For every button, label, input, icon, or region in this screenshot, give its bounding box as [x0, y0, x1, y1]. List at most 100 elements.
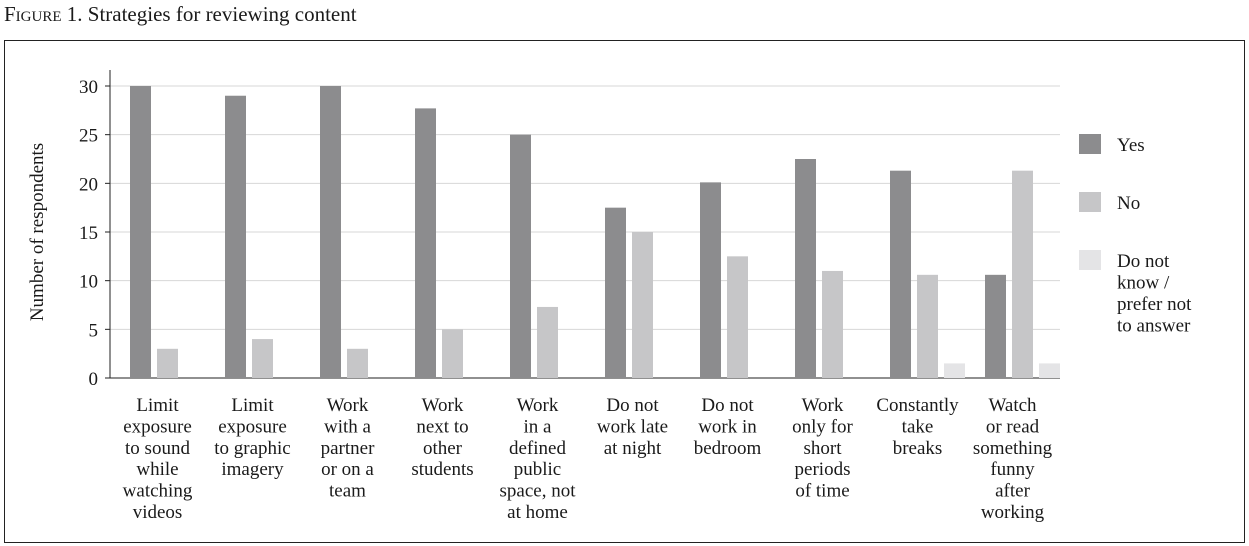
x-category-label-line: partner [321, 438, 375, 459]
legend-label-line: Do not [1117, 251, 1170, 272]
legend-label-line: No [1117, 193, 1140, 214]
x-category-label-line: to sound [125, 438, 190, 459]
x-category-label-line: or read [986, 416, 1040, 437]
bar-yes-7 [700, 182, 721, 378]
x-category-label-line: Limit [136, 395, 179, 416]
y-tick-label: 0 [89, 369, 99, 390]
legend-label: No [1117, 193, 1140, 214]
bar-no-5 [537, 306, 558, 378]
x-category-label: Limit exposure to sound while watching videos [123, 395, 193, 523]
y-tick-label: 30 [79, 77, 98, 98]
x-category-label-line: short [804, 438, 843, 459]
x-category-label-line: watching [123, 481, 193, 502]
legend-label-line: to answer [1117, 316, 1191, 337]
figure-caption: Figure 1. Strategies for reviewing conte… [4, 0, 357, 28]
x-category-label-line: team [329, 481, 366, 502]
bar-no-4 [442, 329, 463, 378]
x-category-label-line: Work [422, 395, 464, 416]
legend-label-line: prefer not [1117, 294, 1192, 315]
x-category-label-line: Do not [606, 395, 659, 416]
bar-no-7 [727, 256, 748, 378]
x-category-label-line: public [514, 459, 562, 480]
x-category-label-line: in a [524, 416, 553, 437]
y-tick-label: 5 [89, 320, 99, 341]
bar-yes-10 [985, 274, 1006, 378]
x-category-label: Work in a defined public space, not at home [500, 395, 577, 523]
bar-yes-5 [510, 134, 531, 378]
x-category-label-line: videos [133, 502, 183, 523]
x-category-label-line: next to [416, 416, 468, 437]
x-category-label-line: Limit [231, 395, 274, 416]
legend-swatch-2 [1079, 192, 1101, 212]
bar-do-10 [1039, 363, 1060, 378]
legend-label-line: Yes [1117, 135, 1145, 156]
legend-swatch-3 [1079, 250, 1101, 270]
x-category-label-line: Work [327, 395, 369, 416]
legend-label: Yes [1117, 135, 1145, 156]
x-category-label-line: defined [509, 438, 566, 459]
x-category-label-line: or on a [321, 459, 374, 480]
x-category-label-line: funny [990, 459, 1035, 480]
figure-number: Figure 1. [4, 2, 83, 26]
x-category-label-line: bedroom [694, 438, 762, 459]
x-category-label-line: to graphic [214, 438, 291, 459]
y-tick-label: 20 [79, 174, 98, 195]
x-category-label-line: of time [795, 481, 849, 502]
x-category-label-line: only for [792, 416, 853, 437]
x-category-label: Limit exposure to graphic imagery [214, 395, 291, 480]
bar-yes-1 [130, 86, 151, 378]
x-category-label-line: while [136, 459, 178, 480]
x-category-label-line: breaks [893, 438, 943, 459]
x-category-label-line: exposure [123, 416, 192, 437]
y-tick-label: 15 [79, 223, 98, 244]
x-category-label-line: after [995, 481, 1030, 502]
bar-no-3 [347, 348, 368, 378]
x-category-label-line: space, not [500, 481, 577, 502]
x-category-label-line: at night [604, 438, 662, 459]
y-axis-label: Number of respondents [27, 143, 48, 321]
bar-no-2 [252, 339, 273, 378]
chart-frame [4, 40, 1245, 543]
x-category-label: Watch or read something funny after working [973, 395, 1053, 523]
x-category-label-line: at home [507, 502, 568, 523]
bar-yes-2 [225, 95, 246, 378]
x-category-label-line: work late [597, 416, 668, 437]
x-category-label-line: with a [324, 416, 372, 437]
x-category-label-line: Work [517, 395, 559, 416]
figure-title: Strategies for reviewing content [87, 2, 357, 26]
x-category-label-line: something [973, 438, 1053, 459]
bar-no-9 [917, 274, 938, 378]
x-category-label-line: students [411, 459, 473, 480]
y-tick-label: 10 [79, 272, 98, 293]
bar-yes-9 [890, 170, 911, 378]
x-category-label: Do not work late at night [597, 395, 668, 459]
x-category-label-line: work in [698, 416, 757, 437]
bar-yes-8 [795, 159, 816, 378]
x-category-label-line: Constantly [876, 395, 959, 416]
bar-no-6 [632, 232, 653, 378]
x-category-label-line: exposure [218, 416, 287, 437]
legend-label: Do not know / prefer not to answer [1117, 251, 1192, 337]
bar-no-8 [822, 270, 843, 378]
x-category-label-line: imagery [221, 459, 284, 480]
y-tick-label: 25 [79, 126, 98, 147]
bar-no-1 [157, 348, 178, 378]
bar-no-10 [1012, 170, 1033, 378]
bar-yes-6 [605, 207, 626, 378]
legend-swatch-1 [1079, 134, 1101, 154]
x-category-label: Constantly take breaks [876, 395, 959, 459]
x-category-label-line: Work [802, 395, 844, 416]
bar-do-9 [944, 363, 965, 378]
x-category-label-line: periods [795, 459, 851, 480]
x-category-label-line: working [981, 502, 1045, 523]
x-category-label-line: Watch [988, 395, 1037, 416]
legend-label-line: know / [1117, 273, 1170, 294]
x-category-label-line: other [423, 438, 463, 459]
x-category-label: Work with a partner or on a team [321, 395, 375, 502]
x-category-label-line: Do not [701, 395, 754, 416]
x-category-label: Work next to other students [411, 395, 473, 480]
bar-yes-3 [320, 86, 341, 378]
x-category-label: Do not work in bedroom [694, 395, 762, 459]
bar-yes-4 [415, 108, 436, 379]
